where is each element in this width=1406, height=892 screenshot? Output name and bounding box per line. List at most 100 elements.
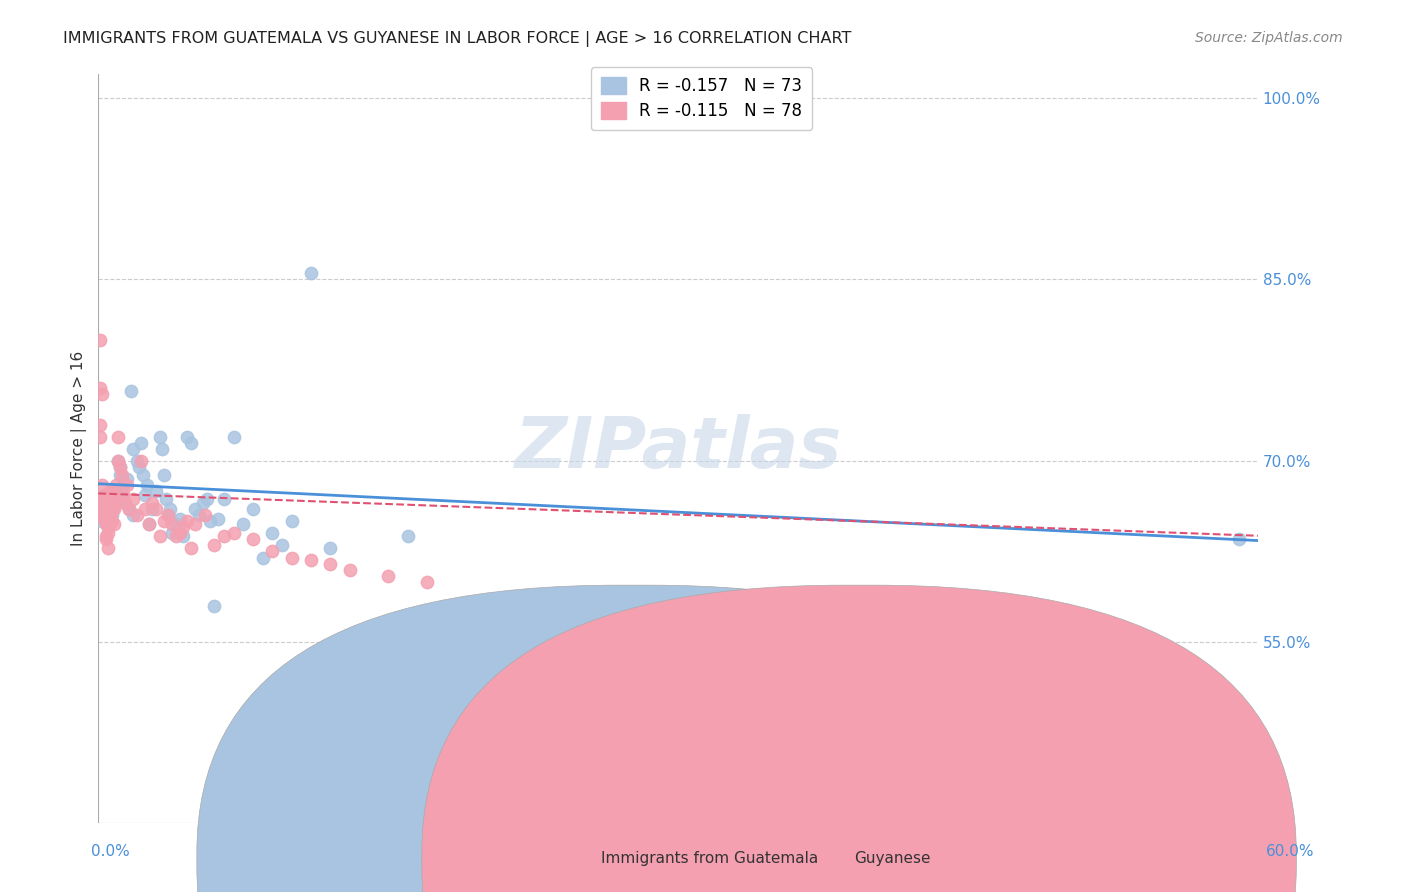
Point bbox=[103, 516, 125, 531]
Point bbox=[97, 502, 120, 516]
Point bbox=[89, 417, 111, 432]
Point bbox=[108, 468, 131, 483]
Point bbox=[107, 454, 129, 468]
Point bbox=[93, 492, 115, 507]
Point bbox=[150, 442, 173, 456]
Point bbox=[176, 429, 198, 443]
Point bbox=[222, 526, 245, 541]
Point bbox=[153, 514, 176, 528]
Point bbox=[93, 508, 115, 523]
Point bbox=[118, 502, 141, 516]
Point bbox=[98, 502, 121, 516]
Point bbox=[93, 502, 115, 516]
Point bbox=[169, 526, 191, 541]
Text: Source: ZipAtlas.com: Source: ZipAtlas.com bbox=[1195, 31, 1343, 45]
Point bbox=[165, 529, 187, 543]
Point bbox=[94, 490, 117, 504]
Point bbox=[97, 520, 120, 534]
Point bbox=[125, 508, 148, 523]
Point bbox=[94, 505, 117, 519]
Point bbox=[101, 492, 124, 507]
Text: Guyanese: Guyanese bbox=[855, 851, 931, 865]
Point bbox=[91, 502, 114, 516]
Point bbox=[94, 496, 117, 510]
Point bbox=[101, 502, 124, 516]
Point bbox=[187, 508, 209, 523]
Point bbox=[262, 544, 284, 558]
Point bbox=[112, 488, 135, 502]
Point bbox=[135, 478, 157, 492]
Point bbox=[91, 387, 114, 401]
Point bbox=[222, 429, 245, 443]
Point bbox=[149, 529, 172, 543]
Point bbox=[101, 502, 124, 516]
Legend: R = -0.157   N = 73, R = -0.115   N = 78: R = -0.157 N = 73, R = -0.115 N = 78 bbox=[591, 67, 811, 130]
Point bbox=[98, 508, 121, 523]
Point bbox=[114, 496, 136, 510]
Point bbox=[97, 492, 120, 507]
Point bbox=[180, 541, 202, 555]
Point bbox=[118, 502, 141, 516]
Point bbox=[242, 502, 264, 516]
Point bbox=[195, 492, 218, 507]
Text: ZIPatlas: ZIPatlas bbox=[515, 414, 842, 483]
Y-axis label: In Labor Force | Age > 16: In Labor Force | Age > 16 bbox=[72, 351, 87, 546]
Point bbox=[98, 496, 121, 510]
Point bbox=[97, 514, 120, 528]
Point bbox=[252, 550, 274, 565]
Point bbox=[156, 508, 179, 523]
Point bbox=[97, 526, 120, 541]
Point bbox=[169, 512, 191, 526]
Point bbox=[112, 488, 135, 502]
Point bbox=[377, 568, 399, 582]
Point bbox=[117, 478, 139, 492]
Point bbox=[125, 454, 148, 468]
Point bbox=[155, 492, 177, 507]
Point bbox=[94, 490, 117, 504]
Point bbox=[280, 514, 302, 528]
Point bbox=[194, 508, 217, 523]
Text: 60.0%: 60.0% bbox=[1267, 845, 1315, 859]
Point bbox=[89, 429, 111, 443]
Point bbox=[180, 435, 202, 450]
Point bbox=[91, 514, 114, 528]
Point bbox=[159, 502, 181, 516]
Text: IMMIGRANTS FROM GUATEMALA VS GUYANESE IN LABOR FORCE | AGE > 16 CORRELATION CHAR: IMMIGRANTS FROM GUATEMALA VS GUYANESE IN… bbox=[63, 31, 852, 47]
Point bbox=[101, 488, 124, 502]
Point bbox=[93, 488, 115, 502]
Point bbox=[91, 490, 114, 504]
Point bbox=[107, 429, 129, 443]
Point bbox=[89, 333, 111, 347]
Point bbox=[145, 502, 167, 516]
Point bbox=[242, 533, 264, 547]
Text: Immigrants from Guatemala: Immigrants from Guatemala bbox=[602, 851, 818, 865]
Point bbox=[145, 483, 167, 498]
Point bbox=[184, 516, 207, 531]
Point bbox=[262, 526, 284, 541]
Point bbox=[299, 267, 322, 281]
Point bbox=[97, 488, 120, 502]
Point bbox=[122, 442, 145, 456]
Point bbox=[122, 508, 145, 523]
Point bbox=[110, 480, 132, 494]
Point bbox=[138, 516, 160, 531]
Point bbox=[91, 496, 114, 510]
Point bbox=[319, 557, 342, 571]
Point bbox=[97, 541, 120, 555]
Point bbox=[107, 490, 129, 504]
Point bbox=[299, 553, 322, 567]
Point bbox=[91, 478, 114, 492]
Point bbox=[104, 478, 127, 492]
Point bbox=[172, 529, 194, 543]
Point bbox=[160, 526, 183, 541]
Point bbox=[107, 454, 129, 468]
Point bbox=[207, 512, 229, 526]
Point bbox=[97, 496, 120, 510]
Point bbox=[98, 483, 121, 498]
Point bbox=[112, 478, 135, 492]
Point bbox=[91, 502, 114, 516]
Point bbox=[434, 647, 457, 661]
Point bbox=[94, 529, 117, 543]
Point bbox=[141, 496, 163, 510]
Point bbox=[141, 502, 163, 516]
